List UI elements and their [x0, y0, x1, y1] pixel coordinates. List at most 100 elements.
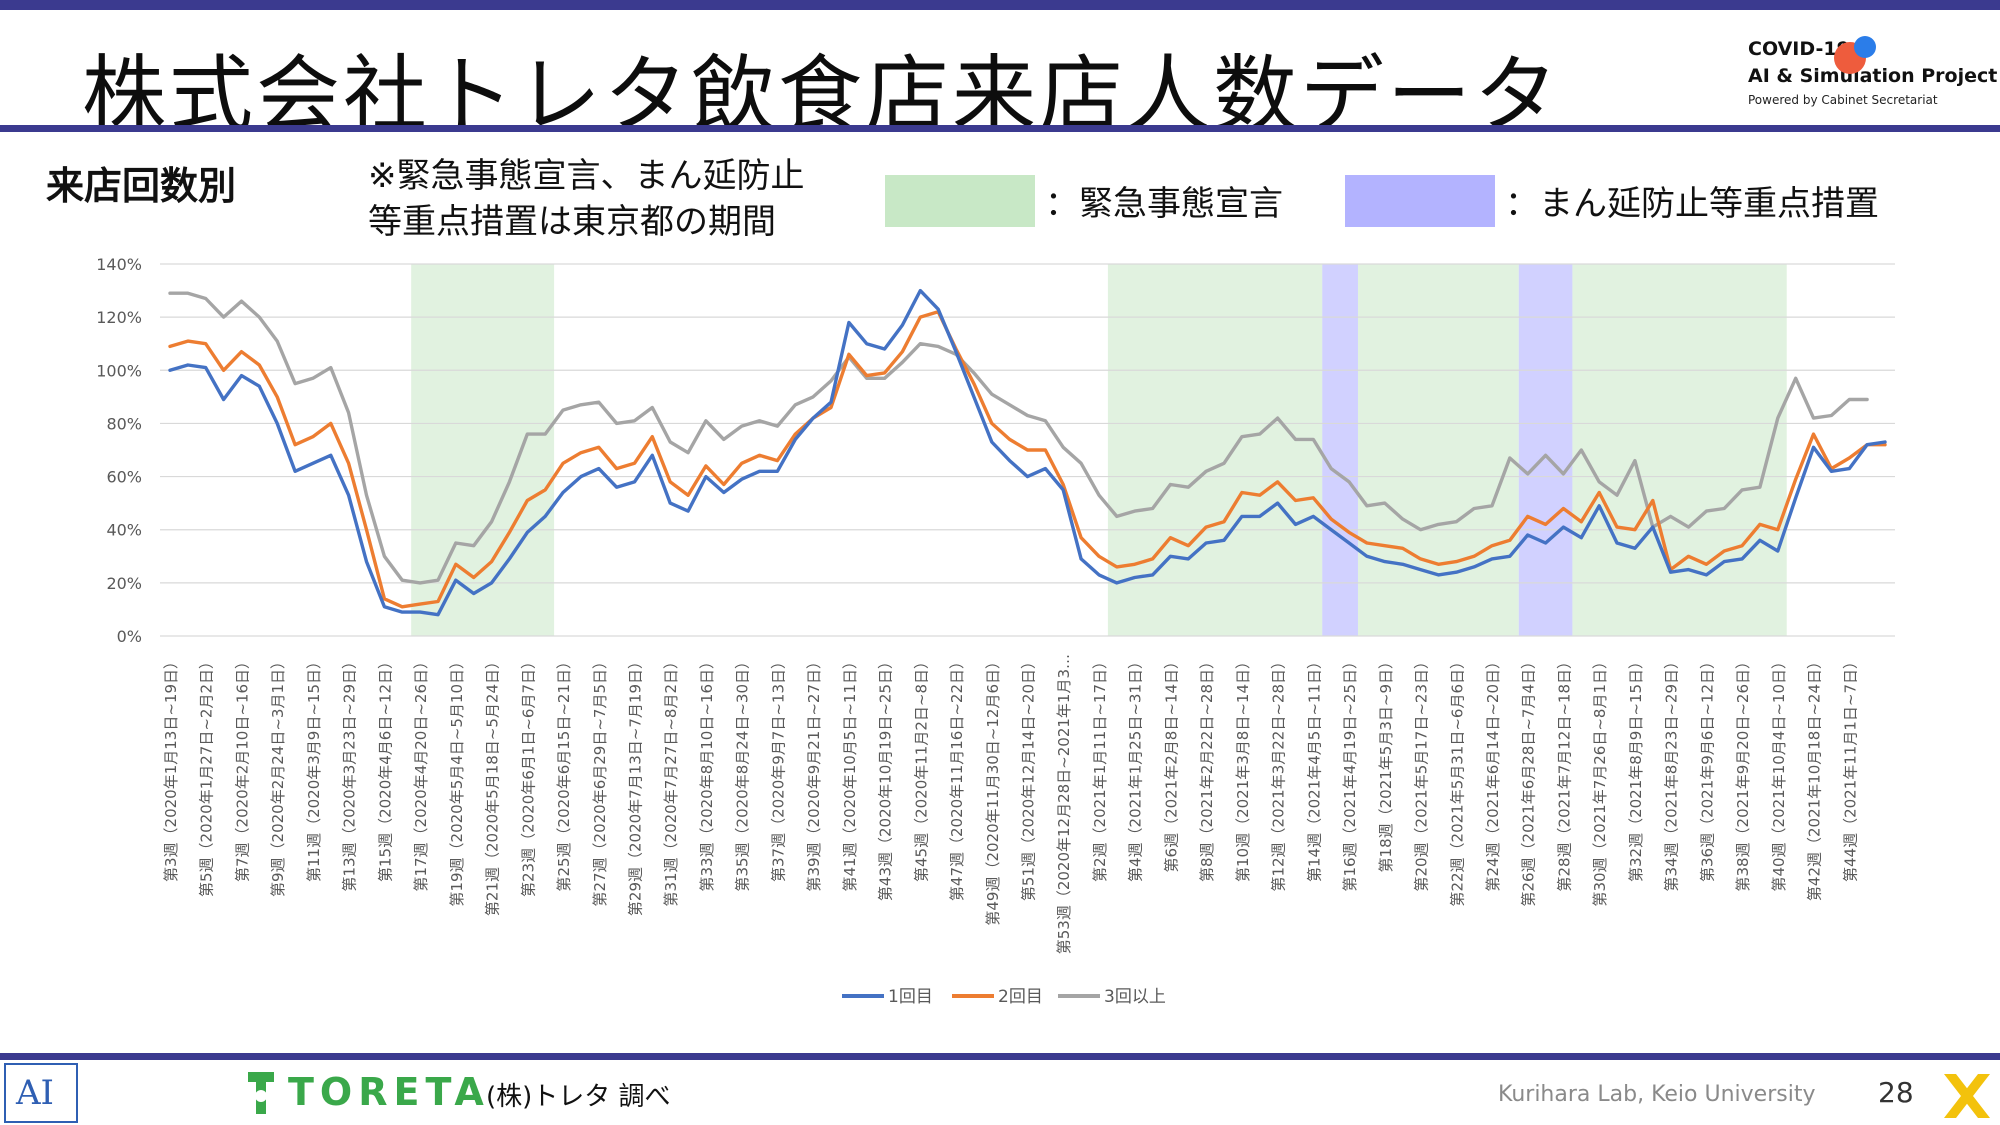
- x-tick-label: 第35週（2020年8月24日~30日）: [734, 654, 752, 892]
- ai-logo-text: AI: [16, 1073, 54, 1113]
- y-tick-label: 140%: [96, 255, 142, 274]
- x-tick-label: 第45週（2020年11月2日~8日）: [912, 654, 930, 882]
- y-tick-label: 80%: [106, 414, 142, 433]
- x-tick-label: 第34週（2021年8月23日~29日）: [1663, 654, 1681, 892]
- x-tick-label: 第28週（2021年7月12日~18日）: [1555, 654, 1573, 892]
- x-tick-label: 第16週（2021年4月19日~25日）: [1341, 654, 1359, 892]
- series-lines: [168, 288, 1887, 617]
- ai-lab-logo: AI: [4, 1063, 78, 1123]
- legend-label-3: 3回以上: [1104, 987, 1166, 1007]
- logo-blue-dot-icon: [1854, 36, 1876, 58]
- x-tick-label: 第22週（2021年5月31日~6月6日）: [1448, 654, 1466, 907]
- chart-subtitle: 来店回数別: [46, 164, 237, 208]
- x-tick-label: 第32週（2021年8月9日~15日）: [1627, 654, 1645, 882]
- y-tick-label: 40%: [106, 521, 142, 540]
- period-note: ※緊急事態宣言、まん延防止 等重点措置は東京都の期間: [368, 153, 805, 245]
- top-rule: [0, 0, 2000, 10]
- y-tick-label: 100%: [96, 361, 142, 380]
- x-tick-label: 第42週（2021年10月18日~24日）: [1806, 654, 1824, 901]
- emergency-band-0: [411, 264, 555, 636]
- x-tick-label: 第5週（2020年1月27日~2月2日）: [198, 654, 216, 897]
- note-line2: 等重点措置は東京都の期間: [368, 202, 776, 242]
- x-tick-label: 第12週（2021年3月22日~28日）: [1270, 654, 1288, 892]
- x-tick-label: 第41週（2020年10月5日~11日）: [841, 654, 859, 892]
- x-tick-label: 第17週（2020年4月20日~26日）: [412, 654, 430, 892]
- footer-rule: [0, 1053, 2000, 1060]
- x-tick-label: 第47週（2020年11月16日~22日）: [948, 654, 966, 901]
- x-tick-label: 第25週（2020年6月15日~21日）: [555, 654, 573, 892]
- x-tick-labels: 第3週（2020年1月13日~19日） 第5週（2020年1月27日~2月2日） 第…: [162, 654, 1859, 954]
- manen-band-0: [1322, 264, 1358, 636]
- x-tick-label: 第11週（2020年3月9日~15日）: [305, 654, 323, 882]
- x-tick-label: 第30週（2021年7月26日~8月1日）: [1591, 654, 1609, 907]
- y-tick-label: 0%: [117, 627, 142, 646]
- toreta-mark-icon: [248, 1072, 274, 1114]
- toreta-brand: TORETA: [288, 1070, 490, 1114]
- project-line1: COVID-19: [1748, 38, 1850, 60]
- grid-lines: [160, 263, 1895, 637]
- manen-legend-label: ：まん延防止等重点措置: [1505, 184, 1879, 224]
- header-rule: [0, 125, 2000, 132]
- y-tick-label: 120%: [96, 308, 142, 327]
- y-tick-labels: 0% 20% 40% 60% 80% 100% 120% 140%: [96, 255, 142, 646]
- chart-legend: 1回目 2回目 3回以上: [842, 987, 1166, 1007]
- period-bands: [411, 264, 1787, 636]
- series-line-2: [168, 310, 1887, 609]
- x-tick-label: 第49週（2020年11月30日~12月6日）: [984, 654, 1002, 926]
- x-tick-label: 第13週（2020年3月23日~29日）: [341, 654, 359, 892]
- x-tick-label: 第3週（2020年1月13日~19日）: [162, 654, 180, 882]
- emergency-swatch: [885, 175, 1035, 227]
- project-logo: COVID-19 AI & Simulation Project Powered…: [1748, 36, 1998, 107]
- legend-label-1: 1回目: [888, 987, 933, 1007]
- x-tick-label: 第9週（2020年2月24日~3月1日）: [269, 654, 287, 897]
- x-tick-label: 第19週（2020年5月4日~5月10日）: [448, 654, 466, 907]
- x-tick-label: 第14週（2021年4月5日~11日）: [1305, 654, 1323, 882]
- x-tick-label: 第26週（2021年6月28日~7月4日）: [1520, 654, 1538, 907]
- x-tick-label: 第20週（2021年5月17日~23日）: [1413, 654, 1431, 892]
- x-tick-label: 第10週（2021年3月8日~14日）: [1234, 654, 1252, 882]
- x-tick-label: 第31週（2020年7月27日~8月2日）: [662, 654, 680, 907]
- x-tick-label: 第8週（2021年2月22日~28日）: [1198, 654, 1216, 882]
- x-tick-label: 第21週（2020年5月18日~5月24日）: [484, 654, 502, 916]
- x-tick-label: 第53週（2020年12月28日~2021年1月3…: [1055, 654, 1073, 954]
- emergency-band-1: [1107, 264, 1323, 636]
- x-tick-label: 第51週（2020年12月14日~20日）: [1020, 654, 1038, 901]
- x-tick-label: 第2週（2021年1月11日~17日）: [1091, 654, 1109, 882]
- x-tick-label: 第4週（2021年1月25日~31日）: [1127, 654, 1145, 882]
- legend-label-2: 2回目: [998, 987, 1043, 1007]
- header: 株式会社トレタ飲食店来店人数データ COVID-19 AI & Simulati…: [0, 10, 2000, 144]
- x-tick-label: 第29週（2020年7月13日~7月19日）: [626, 654, 644, 916]
- project-line3: Powered by Cabinet Secretariat: [1748, 93, 1938, 107]
- series-line-1: [168, 288, 1887, 617]
- data-source: (株)トレタ 調べ: [486, 1082, 671, 1112]
- series-line-3: [168, 291, 1869, 585]
- x-cross-logo-icon: [1944, 1074, 1990, 1118]
- y-tick-label: 20%: [106, 574, 142, 593]
- x-tick-label: 第43週（2020年10月19日~25日）: [877, 654, 895, 901]
- x-tick-label: 第44週（2021年11月1日~7日）: [1841, 654, 1859, 882]
- x-tick-label: 第36週（2021年9月6日~12日）: [1698, 654, 1716, 882]
- emergency-legend-label: ：緊急事態宣言: [1045, 184, 1283, 224]
- y-tick-label: 60%: [106, 468, 142, 487]
- x-tick-label: 第27週（2020年6月29日~7月5日）: [591, 654, 609, 907]
- page-number: 28: [1878, 1076, 1914, 1109]
- x-tick-label: 第24週（2021年6月14日~20日）: [1484, 654, 1502, 892]
- manen-swatch: [1345, 175, 1495, 227]
- x-tick-label: 第33週（2020年8月10日~16日）: [698, 654, 716, 892]
- line-chart: 0% 20% 40% 60% 80% 100% 120% 140% 第3週（2020年1月13…: [96, 255, 1895, 1007]
- x-tick-label: 第39週（2020年9月21日~27日）: [805, 654, 823, 892]
- x-tick-label: 第40週（2021年10月4日~10日）: [1770, 654, 1788, 892]
- note-line1: ※緊急事態宣言、まん延防止: [368, 156, 805, 196]
- emergency-band-3: [1572, 264, 1787, 636]
- x-tick-label: 第15週（2020年4月6日~12日）: [376, 654, 394, 882]
- manen-band-1: [1518, 264, 1573, 636]
- x-tick-label: 第6週（2021年2月8日~14日）: [1162, 654, 1180, 872]
- lab-credit: Kurihara Lab, Keio University: [1498, 1082, 1816, 1107]
- project-line2: AI & Simulation Project: [1748, 65, 1998, 87]
- emergency-band-2: [1357, 264, 1519, 636]
- x-tick-label: 第23週（2020年6月1日~6月7日）: [519, 654, 537, 897]
- x-tick-label: 第7週（2020年2月10日~16日）: [233, 654, 251, 882]
- x-tick-label: 第18週（2021年5月3日~9日）: [1377, 654, 1395, 872]
- x-tick-label: 第38週（2021年9月20日~26日）: [1734, 654, 1752, 892]
- x-tick-label: 第37週（2020年9月7日~13日）: [769, 654, 787, 882]
